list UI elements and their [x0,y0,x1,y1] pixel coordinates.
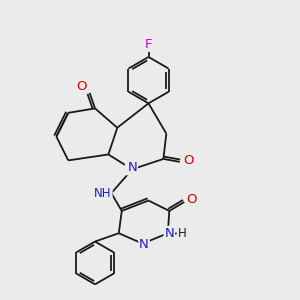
Text: O: O [183,154,193,167]
Text: H: H [178,227,187,240]
Text: O: O [76,80,87,94]
Text: O: O [186,193,197,206]
Text: F: F [145,38,152,51]
Text: N: N [126,161,136,174]
Text: NH: NH [94,188,112,201]
Text: NH: NH [94,187,111,200]
Text: N: N [164,227,174,240]
Text: N: N [127,161,137,174]
Text: H: H [178,227,187,240]
Text: N: N [139,238,149,251]
